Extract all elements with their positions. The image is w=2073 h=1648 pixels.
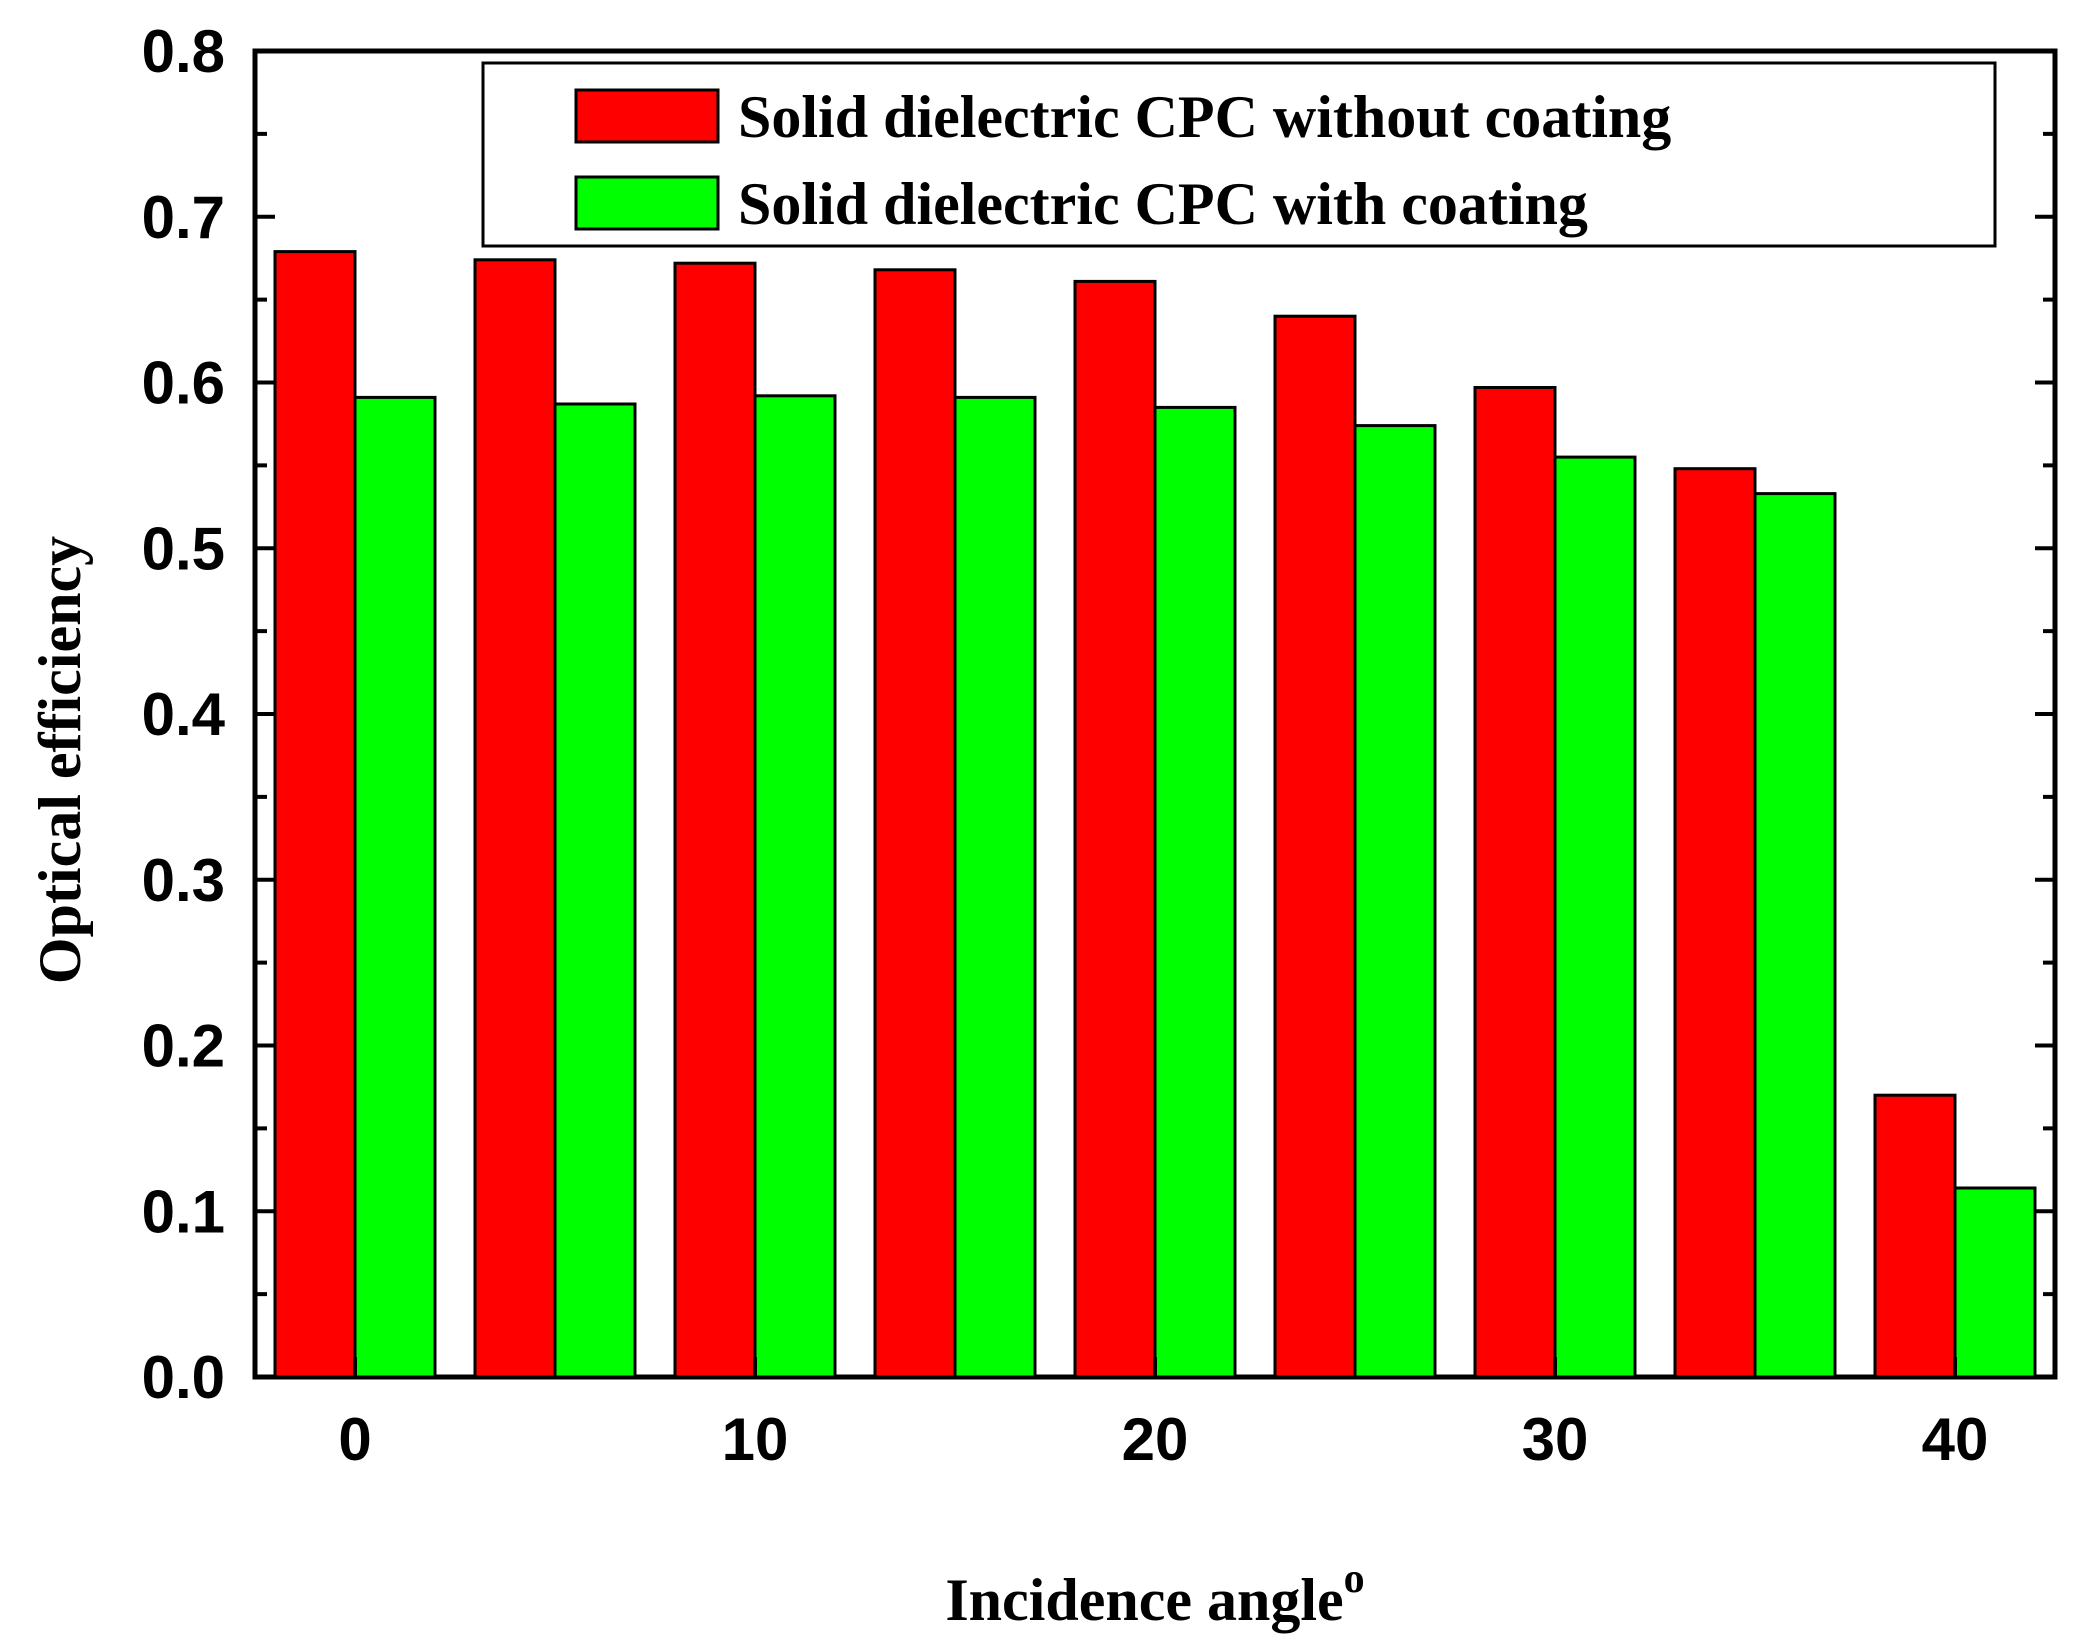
y-tick-label: 0.3: [142, 847, 225, 914]
bar-with-coating-20: [1153, 405, 1237, 1379]
bar-with-coating-10: [753, 394, 837, 1379]
bar-without-coating-35: [1673, 467, 1757, 1379]
x-tick-label: 30: [1522, 1406, 1589, 1473]
x-tick-label: 40: [1922, 1406, 1989, 1473]
x-axis-title-superscript: o: [1344, 1556, 1365, 1602]
bar-with-coating-15: [953, 395, 1037, 1379]
y-tick-label: 0.7: [142, 184, 225, 251]
y-tick-label: 0.1: [142, 1178, 225, 1245]
bar-without-coating-0: [273, 250, 357, 1379]
legend-box: [481, 61, 1997, 248]
y-tick-label: 0.8: [142, 18, 225, 85]
bar-without-coating-5: [473, 258, 557, 1379]
bar-without-coating-40: [1873, 1093, 1957, 1379]
legend-swatch-without-coating: [574, 88, 720, 144]
bar-without-coating-10: [673, 261, 757, 1379]
y-axis: 0.0 0.1 0.2 0.3 0.4 0.5 0.6 0.7 0.8: [142, 18, 2055, 1411]
y-tick-label: 0.0: [142, 1344, 225, 1411]
bar-without-coating-20: [1073, 279, 1157, 1379]
bar-with-coating-25: [1353, 424, 1437, 1379]
legend-label-with-coating: Solid dielectric CPC with coating: [738, 171, 1588, 237]
x-axis-title-text: Incidence angle: [945, 1567, 1343, 1633]
y-tick-label: 0.2: [142, 1013, 225, 1080]
bar-without-coating-30: [1473, 386, 1557, 1379]
bar-without-coating-15: [873, 268, 957, 1379]
legend-swatch-with-coating: [574, 175, 720, 231]
x-axis: 0 10 20 30 40: [338, 1357, 1988, 1473]
bar-without-coating-25: [1273, 314, 1357, 1379]
bar-with-coating-0: [353, 395, 437, 1379]
legend: Solid dielectric CPC without coating Sol…: [481, 61, 1997, 248]
bar-with-coating-30: [1553, 455, 1637, 1379]
bar-with-coating-35: [1753, 492, 1837, 1379]
x-axis-title: Incidence angleo: [945, 1556, 1364, 1633]
x-tick-label: 10: [722, 1406, 789, 1473]
bar-group: [273, 250, 2037, 1379]
y-axis-title: Optical efficiency: [27, 536, 93, 984]
y-tick-label: 0.5: [142, 515, 225, 582]
x-tick-label: 20: [1122, 1406, 1189, 1473]
y-tick-label: 0.6: [142, 350, 225, 417]
bar-with-coating-5: [553, 402, 637, 1379]
y-tick-label: 0.4: [142, 681, 226, 748]
x-tick-label: 0: [338, 1406, 371, 1473]
legend-label-without-coating: Solid dielectric CPC without coating: [738, 84, 1671, 150]
bar-with-coating-40: [1953, 1186, 2037, 1379]
